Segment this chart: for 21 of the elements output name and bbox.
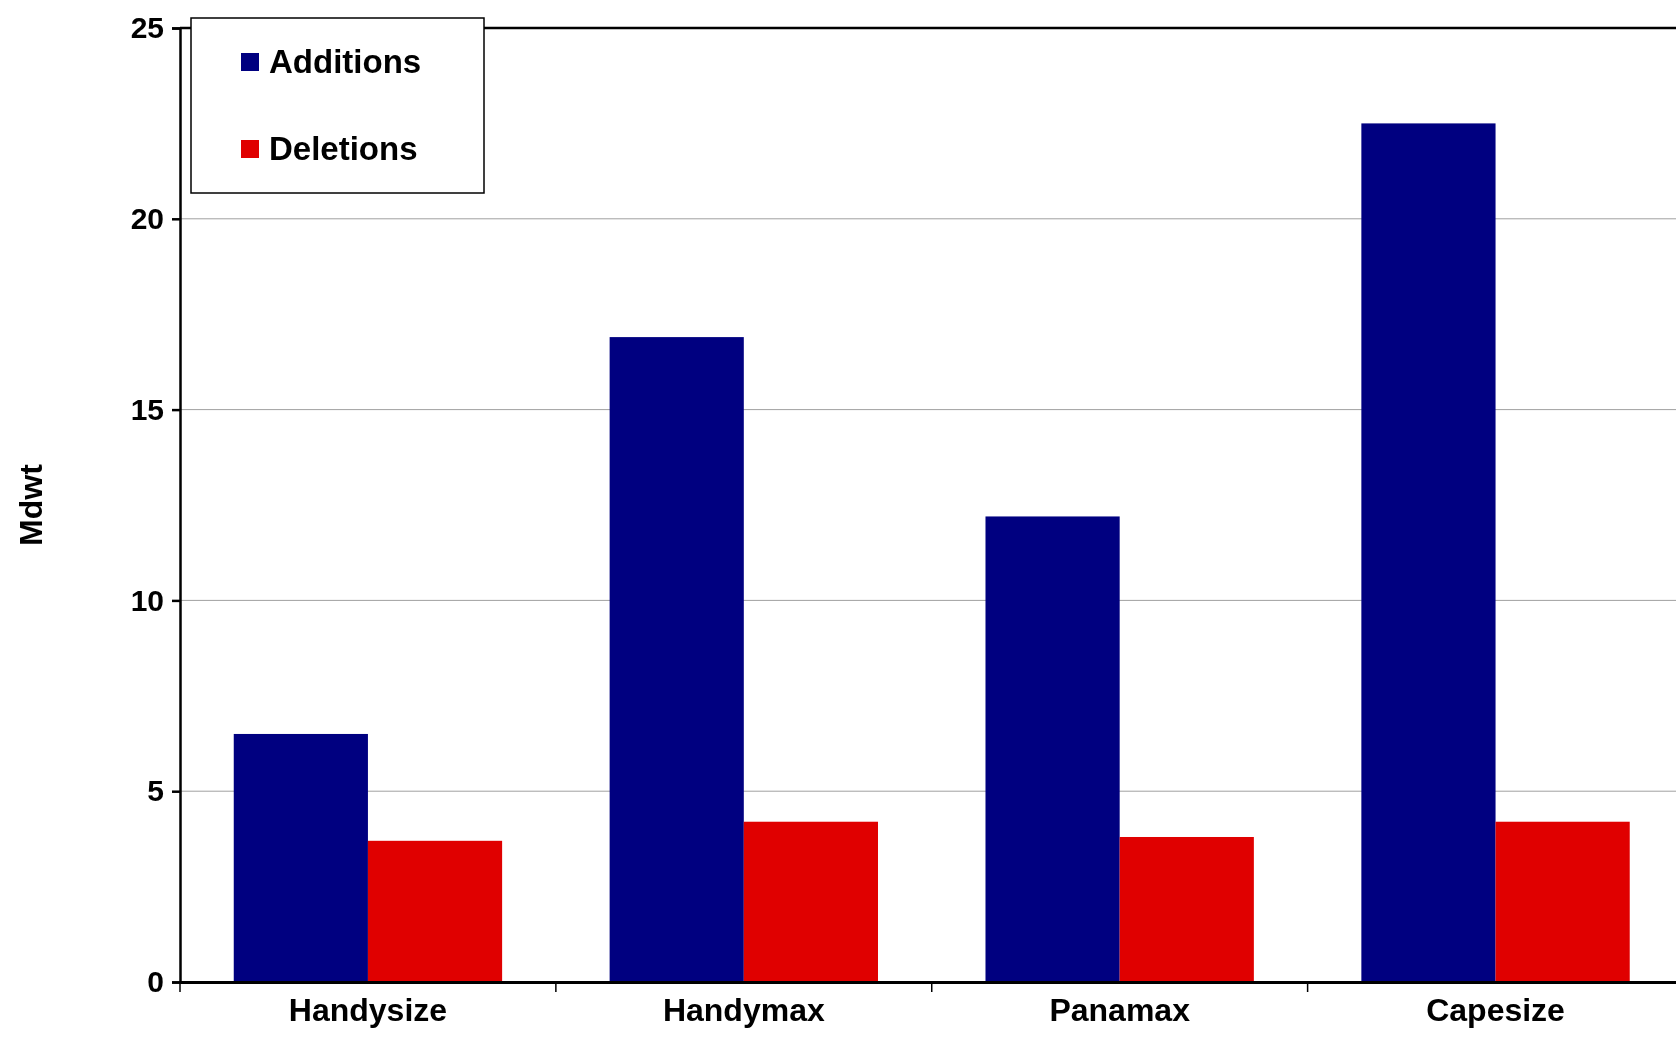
bar	[985, 516, 1120, 982]
bar	[1119, 836, 1254, 982]
legend-label: Deletions	[269, 130, 418, 167]
x-tick-label: Handysize	[288, 991, 448, 1028]
y-tick-label: 15	[130, 392, 164, 426]
y-tick-label: 10	[130, 583, 164, 617]
bar	[609, 337, 744, 982]
bar	[1361, 123, 1496, 982]
x-tick-label: Panamax	[1049, 991, 1191, 1028]
bar	[743, 821, 878, 982]
legend-label: Additions	[269, 43, 422, 80]
x-tick-label: Handymax	[662, 991, 825, 1028]
bar	[233, 733, 368, 982]
y-tick-label: 20	[130, 201, 164, 235]
y-axis-title: Mdwt	[13, 463, 49, 546]
y-tick-label: 0	[147, 965, 164, 999]
x-tick-label: Capesize	[1426, 991, 1565, 1028]
y-tick-label: 25	[130, 11, 164, 45]
bar	[1495, 821, 1630, 982]
bar	[367, 840, 503, 982]
y-tick-label: 5	[147, 774, 164, 808]
